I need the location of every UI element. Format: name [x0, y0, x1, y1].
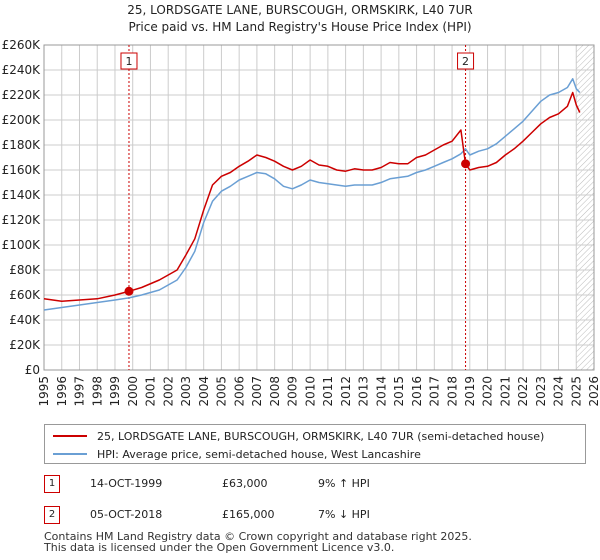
legend-price-line: [53, 435, 87, 437]
sale-box-label-1: 1: [125, 55, 132, 68]
x-tick-label: 2024: [552, 376, 566, 407]
y-tick-label: £20K: [9, 338, 41, 352]
legend-price-label: 25, LORDSGATE LANE, BURSCOUGH, ORMSKIRK,…: [97, 429, 545, 443]
sale-date-2: 05-OCT-2018: [90, 508, 163, 521]
sale-date-1: 14-OCT-1999: [90, 477, 163, 490]
x-tick-label: 1997: [73, 376, 87, 407]
x-tick-label: 2020: [481, 376, 495, 407]
legend-hpi-label: HPI: Average price, semi-detached house,…: [97, 447, 421, 461]
x-tick-label: 2010: [303, 376, 317, 407]
x-tick-label: 2016: [410, 376, 424, 407]
y-tick-label: £140K: [2, 188, 42, 202]
y-tick-label: £260K: [2, 38, 42, 52]
sale-row-2: 2 05-OCT-2018 £165,000 7% ↓ HPI: [0, 506, 600, 526]
x-tick-label: 1998: [90, 376, 104, 407]
sale-point-1: [124, 286, 134, 296]
future-region: [576, 45, 594, 370]
plot-border: [43, 44, 595, 371]
y-tick-label: £180K: [2, 138, 42, 152]
x-tick-label: 2025: [569, 376, 583, 407]
sale-price-1: £63,000: [222, 477, 268, 490]
y-tick-label: £200K: [2, 113, 42, 127]
sale-box-1: [120, 52, 138, 70]
sale-box-label-2: 2: [462, 55, 469, 68]
x-tick-label: 2008: [268, 376, 282, 407]
y-tick-label: £80K: [9, 263, 41, 277]
y-tick-label: £40K: [9, 313, 41, 327]
x-tick-label: 1999: [108, 376, 122, 407]
price-paid-line: [43, 91, 581, 303]
chart-title-line1: 25, LORDSGATE LANE, BURSCOUGH, ORMSKIRK,…: [127, 3, 473, 17]
x-tick-label: 2013: [357, 376, 371, 407]
y-tick-label: £60K: [9, 288, 41, 302]
y-tick-label: £0: [25, 363, 40, 377]
x-tick-label: 2011: [321, 376, 335, 407]
hpi-line: [43, 78, 581, 311]
x-tick-label: 2018: [445, 376, 459, 407]
chart-title-line2: Price paid vs. HM Land Registry's House …: [128, 20, 471, 34]
legend-item-price: 25, LORDSGATE LANE, BURSCOUGH, ORMSKIRK,…: [53, 428, 544, 444]
y-tick-label: £160K: [2, 163, 42, 177]
x-tick-label: 2014: [374, 376, 388, 407]
legend-item-hpi: HPI: Average price, semi-detached house,…: [53, 446, 421, 462]
x-tick-label: 2023: [534, 376, 548, 407]
x-tick-label: 2000: [126, 376, 140, 407]
y-tick-label: £240K: [2, 63, 42, 77]
x-tick-label: 2003: [179, 376, 193, 407]
x-tick-label: 2015: [392, 376, 406, 407]
x-tick-label: 2007: [250, 376, 264, 407]
x-tick-label: 2006: [232, 376, 246, 407]
footer: Contains HM Land Registry data © Crown c…: [44, 531, 472, 553]
sale-box-2: [457, 52, 475, 70]
x-tick-label: 2022: [516, 376, 530, 407]
y-tick-label: £220K: [2, 88, 42, 102]
legend: 25, LORDSGATE LANE, BURSCOUGH, ORMSKIRK,…: [44, 424, 586, 464]
x-tick-label: 2021: [498, 376, 512, 407]
x-tick-label: 2019: [463, 376, 477, 407]
chart: 25, LORDSGATE LANE, BURSCOUGH, ORMSKIRK,…: [2, 3, 600, 407]
x-tick-label: 1995: [37, 376, 51, 407]
sale-row-1: 1 14-OCT-1999 £63,000 9% ↑ HPI: [0, 475, 600, 495]
sale-price-2: £165,000: [222, 508, 275, 521]
x-tick-label: 2004: [197, 376, 211, 407]
footer-line1: Contains HM Land Registry data © Crown c…: [44, 530, 472, 543]
x-tick-label: 1996: [55, 376, 69, 407]
plot-area: [44, 45, 594, 370]
x-tick-label: 2002: [161, 376, 175, 407]
sale-marker-2: 2: [44, 506, 60, 524]
sale-hpi-2: 7% ↓ HPI: [318, 508, 370, 521]
x-tick-label: 2009: [286, 376, 300, 407]
legend-hpi-line: [53, 453, 87, 455]
sale-point-2: [461, 159, 471, 169]
sale-hpi-1: 9% ↑ HPI: [318, 477, 370, 490]
x-tick-label: 2017: [428, 376, 442, 407]
x-tick-label: 2005: [215, 376, 229, 407]
x-tick-label: 2026: [587, 376, 600, 407]
y-tick-label: £100K: [2, 238, 42, 252]
footer-line2: This data is licensed under the Open Gov…: [44, 541, 395, 554]
x-tick-label: 2001: [144, 376, 158, 407]
sale-marker-1: 1: [44, 475, 60, 493]
x-tick-label: 2012: [339, 376, 353, 407]
y-tick-label: £120K: [2, 213, 42, 227]
